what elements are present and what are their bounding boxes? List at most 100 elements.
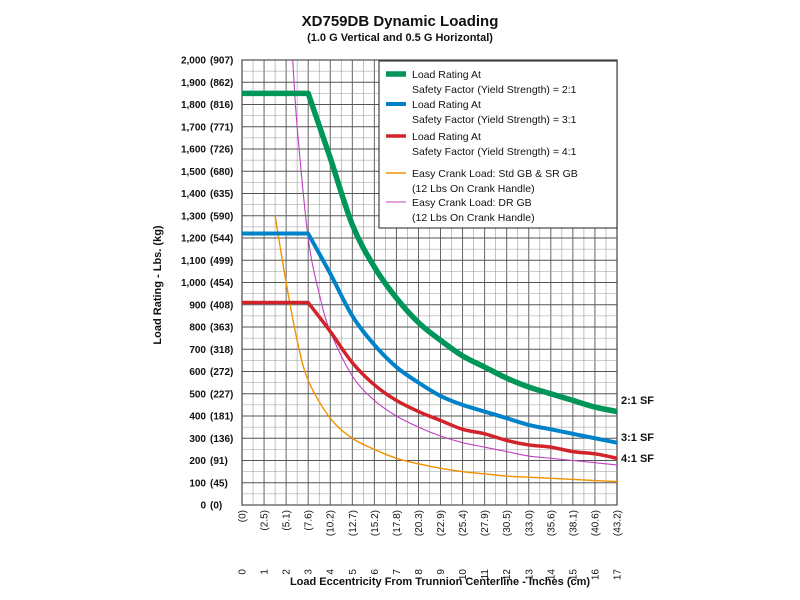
x-tick-label-inch: 13 [524,569,535,581]
y-tick-label-lbs: 1,200 [181,234,206,245]
chart-title: XD759DB Dynamic Loading [301,13,499,30]
x-tick-label-cm: (25.4) [458,510,469,536]
y-tick-label-lbs: 0 [200,501,206,512]
y-tick-label-lbs: 1,900 [181,78,206,89]
y-tick-label-kg: (227) [210,389,233,400]
y-axis-label: Load Rating - Lbs. (kg) [152,225,164,344]
y-tick-label-lbs: 2,000 [181,56,206,67]
series-lines [242,60,617,483]
y-tick-label-kg: (136) [210,434,233,445]
x-tick-label-cm: (0) [238,510,249,522]
legend-entry-text: Easy Crank Load: Std GB & SR GB [412,168,578,180]
series-line [242,90,617,415]
x-tick-label-inch: 9 [436,569,447,575]
y-tick-label-lbs: 900 [189,300,206,311]
x-tick-label-inch: 2 [282,569,293,575]
y-tick-label-lbs: 100 [189,478,206,489]
x-tick-label-cm: (27.9) [480,510,491,536]
y-tick-label-lbs: 600 [189,367,206,378]
x-tick-label-inch: 17 [613,569,624,581]
x-tick-label-cm: (30.5) [502,510,513,536]
x-tick-label-inch: 4 [326,569,337,575]
x-tick-label-inch: 1 [260,569,271,575]
x-tick-label-cm: (20.3) [414,510,425,536]
y-tick-label-lbs: 1,700 [181,122,206,133]
x-tick-label-inch: 10 [458,569,469,581]
y-tick-label-lbs: 1,800 [181,100,206,111]
x-tick-label-cm: (5.1) [282,510,293,531]
x-tick-label-inch: 6 [370,569,381,575]
x-tick-label-cm: (17.8) [392,510,403,536]
y-tick-label-lbs: 1,500 [181,167,206,178]
series-end-labels: 2:1 SF 3:1 SF 4:1 SF [621,395,654,465]
x-tick-label-cm: (22.9) [436,510,447,536]
legend-entry-text: (12 Lbs On Crank Handle) [412,183,535,195]
x-tick-label-cm: (15.2) [370,510,381,536]
y-tick-label-kg: (408) [210,300,233,311]
y-tick-label-kg: (91) [210,456,228,467]
y-tick-label-kg: (544) [210,234,233,245]
series-line [274,215,617,483]
legend-entry-text: Easy Crank Load: DR GB [412,197,532,209]
series-end-label: 3:1 SF [621,432,654,444]
y-tick-label-kg: (363) [210,323,233,334]
series-end-label: 2:1 SF [621,395,654,407]
legend-entry-text: (12 Lbs On Crank Handle) [412,212,535,224]
y-tick-label-kg: (272) [210,367,233,378]
y-tick-label-lbs: 300 [189,434,206,445]
y-tick-label-lbs: 400 [189,412,206,423]
legend-entry-text: Safety Factor (Yield Strength) = 4:1 [412,146,577,158]
y-tick-label-lbs: 200 [189,456,206,467]
x-tick-label-inch: 11 [480,569,491,580]
y-tick-label-kg: (635) [210,189,233,200]
series-line [242,231,617,445]
y-tick-label-lbs: 1,400 [181,189,206,200]
y-tick-label-kg: (771) [210,122,233,133]
x-tick-label-cm: (33.0) [524,510,535,536]
y-tick-label-lbs: 1,600 [181,145,206,156]
legend-box [378,60,618,229]
y-tick-label-kg: (181) [210,412,233,423]
y-tick-label-kg: (454) [210,278,233,289]
series-end-label: 4:1 SF [621,453,654,465]
series-line [242,300,617,460]
x-axis-ticks: (0) 0 (2.5) 1 (5.1) 2 (7.6) 3 (10.2) 4 (12.7) 5 (15.… [238,510,624,580]
y-tick-label-lbs: 700 [189,345,206,356]
x-tick-label-inch: 3 [304,569,315,575]
series-line [292,60,617,466]
x-tick-label-inch: 7 [392,569,403,575]
y-tick-label-kg: (680) [210,167,233,178]
y-tick-label-kg: (816) [210,100,233,111]
chart-subtitle: (1.0 G Vertical and 0.5 G Horizontal) [307,32,493,44]
y-tick-label-lbs: 1,300 [181,211,206,222]
y-tick-label-lbs: 1,100 [181,256,206,267]
y-tick-label-kg: (907) [210,56,233,67]
x-tick-label-inch: 14 [546,569,557,581]
y-tick-label-lbs: 1,000 [181,278,206,289]
x-tick-label-cm: (12.7) [348,510,359,536]
y-tick-label-kg: (726) [210,145,233,156]
x-tick-label-cm: (10.2) [326,510,337,536]
x-tick-label-inch: 16 [590,569,601,581]
x-tick-label-inch: 12 [502,569,513,581]
legend-entry-text: Safety Factor (Yield Strength) = 2:1 [412,84,577,96]
legend-entry-text: Load Rating At [412,69,481,81]
x-tick-label-cm: (35.6) [546,510,557,536]
x-tick-label-cm: (38.1) [568,510,579,536]
y-axis-ticks: 0 (0) 100 (45) 200 (91) 300 (136) 400 (181) 500 (22… [181,56,233,512]
x-tick-label-cm: (2.5) [260,510,271,531]
y-tick-label-kg: (318) [210,345,233,356]
x-tick-label-cm: (43.2) [613,510,624,536]
y-tick-label-kg: (590) [210,211,233,222]
x-tick-label-inch: 0 [238,569,249,575]
x-tick-label-inch: 15 [568,569,579,581]
x-tick-label-inch: 5 [348,569,359,575]
x-tick-label-cm: (7.6) [304,510,315,531]
y-tick-label-kg: (862) [210,78,233,89]
y-tick-label-lbs: 800 [189,323,206,334]
x-tick-label-inch: 8 [414,569,425,575]
x-tick-label-cm: (40.6) [590,510,601,536]
y-tick-label-kg: (499) [210,256,233,267]
y-tick-label-lbs: 500 [189,389,206,400]
